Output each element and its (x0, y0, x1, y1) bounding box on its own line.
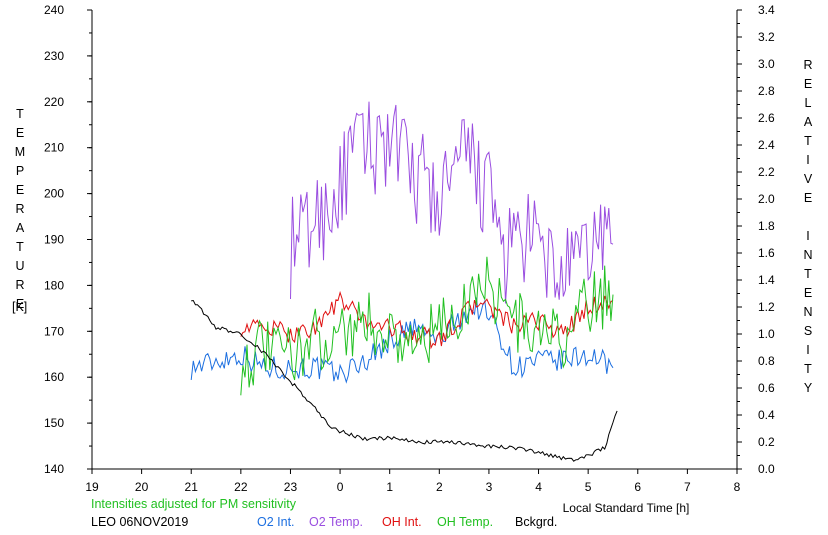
series-layer (190, 101, 618, 462)
x-tick-label: 6 (634, 480, 641, 494)
axis-title-letter: T (804, 267, 812, 281)
y-right-tick-label: 2.0 (758, 192, 775, 206)
y-right-tick-label: 2.2 (758, 165, 775, 179)
y-right-tick-label: 1.4 (758, 273, 775, 287)
axis-title-letter: R (15, 202, 25, 216)
y-left-tick-label: 140 (44, 462, 64, 476)
y-right-tick-label: 1.6 (758, 246, 775, 260)
axis-title-letter: M (14, 145, 26, 159)
y-left-tick-label: 210 (44, 141, 64, 155)
legend-oh-temp: OH Temp. (437, 515, 494, 529)
axis-title-letter: E (15, 297, 25, 311)
x-tick-label: 23 (284, 480, 298, 494)
y-right-tick-label: 2.6 (758, 111, 775, 125)
y-left-tick-label: 180 (44, 278, 64, 292)
series-line-oh-temp (240, 256, 614, 396)
axis-title-letter: E (803, 286, 813, 300)
x-tick-label: 21 (185, 480, 199, 494)
axis-title-letter: P (15, 164, 25, 178)
y-left-tick-label: 170 (44, 324, 64, 338)
plot-area (87, 9, 742, 474)
y-right-tick-label: 0.0 (758, 462, 775, 476)
series-line-o2-int (190, 297, 614, 384)
axis-title-letter: E (803, 77, 813, 91)
y-right-tick-label: 1.0 (758, 327, 775, 341)
axis-title-letter: I (806, 153, 810, 167)
y-right-tick-label: 0.6 (758, 381, 775, 395)
series-line-o2-temp (290, 101, 614, 304)
series-line-bckgrd (191, 299, 618, 462)
axis-title-letter: Y (803, 381, 813, 395)
axis-title-gap (798, 208, 818, 227)
axis-title-letter: N (803, 248, 813, 262)
y-right-tick-label: 1.2 (758, 300, 775, 314)
axis-title-letter: T (16, 240, 24, 254)
axis-title-letter: T (804, 134, 812, 148)
x-tick-label: 3 (486, 480, 493, 494)
y-left-tick-label: 150 (44, 416, 64, 430)
y-right-tick-label: 0.2 (758, 435, 775, 449)
axis-title-letter: N (803, 305, 813, 319)
y-left-tick-label: 220 (44, 95, 64, 109)
x-tick-label: 7 (684, 480, 691, 494)
axis-title-letter: T (16, 107, 24, 121)
axis-title-letter: A (15, 221, 25, 235)
y-left-tick-label: 190 (44, 233, 64, 247)
y-right-tick-label: 3.0 (758, 57, 775, 71)
x-tick-label: 19 (85, 480, 99, 494)
axis-title-letter: I (806, 343, 810, 357)
y-right-tick-label: 3.4 (758, 3, 775, 17)
y-right-tick-label: 0.4 (758, 408, 775, 422)
y-left-tick-label: 200 (44, 187, 64, 201)
axis-title-letter: R (15, 278, 25, 292)
axis-title-letter: E (15, 126, 25, 140)
y-right-tick-label: 2.8 (758, 84, 775, 98)
x-axis-title: Local Standard Time [h] (563, 501, 690, 515)
axis-title-letter: E (15, 183, 25, 197)
series-line-oh-int (240, 290, 614, 350)
y-right-tick-label: 3.2 (758, 30, 775, 44)
legend-bckgrd: Bckgrd. (515, 515, 558, 529)
y-axis-left-unit: [K] (12, 300, 28, 314)
axis-title-letter: R (803, 58, 813, 72)
axis-title-letter: A (803, 115, 813, 129)
x-tick-label: 22 (234, 480, 248, 494)
y-right-tick-label: 2.4 (758, 138, 775, 152)
y-right-tick-label: 0.8 (758, 354, 775, 368)
axis-title-letter: S (803, 324, 813, 338)
x-tick-label: 2 (436, 480, 443, 494)
axis-title-letter: L (804, 96, 812, 110)
axis-title-letter: U (15, 259, 25, 273)
x-tick-label: 1 (386, 480, 393, 494)
y-left-tick-label: 230 (44, 49, 64, 63)
x-tick-label: 5 (585, 480, 592, 494)
x-tick-label: 8 (734, 480, 741, 494)
x-tick-label: 0 (337, 480, 344, 494)
x-tick-label: 20 (135, 480, 149, 494)
axis-title-letter: T (804, 362, 812, 376)
y-left-tick-label: 240 (44, 3, 64, 17)
x-tick-label: 4 (535, 480, 542, 494)
legend-o2-int: O2 Int. (257, 515, 295, 529)
y-right-tick-label: 1.8 (758, 219, 775, 233)
legend-oh-int: OH Int. (382, 515, 422, 529)
axis-title-letter: E (803, 191, 813, 205)
adjustment-note: Intensities adjusted for PM sensitivity (91, 497, 296, 511)
axis-title-letter: I (806, 229, 810, 243)
y-left-tick-label: 160 (44, 370, 64, 384)
legend-o2-temp: O2 Temp. (309, 515, 363, 529)
axis-title-letter: V (803, 172, 813, 186)
station-date-label: LEO 06NOV2019 (91, 515, 189, 529)
